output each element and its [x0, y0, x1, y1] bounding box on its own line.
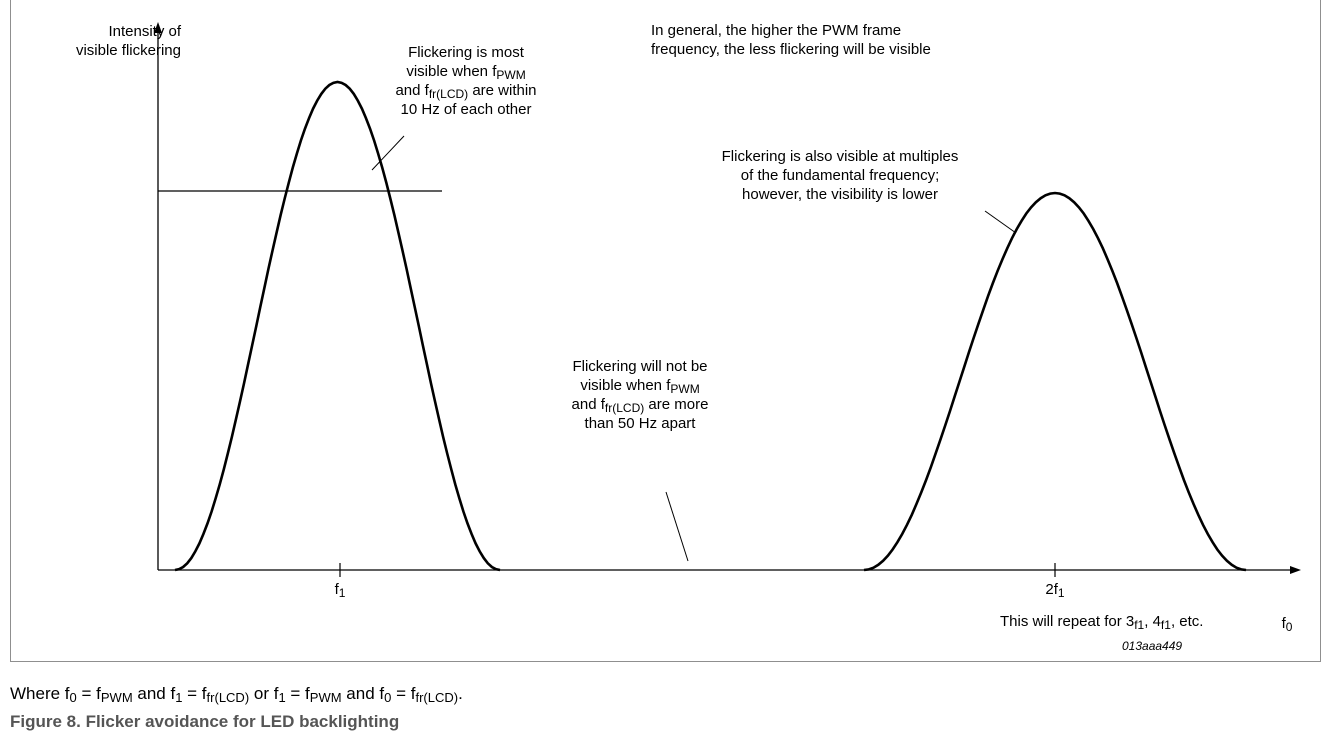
peak-2f1-curve	[863, 191, 1247, 572]
peak1-note: Flickering is most visible when fPWM and…	[395, 44, 537, 118]
leader-peak2	[984, 210, 1017, 234]
peak2-note: Flickering is also visible at multiples …	[721, 148, 959, 203]
figure-caption: Figure 8. Flicker avoidance for LED back…	[10, 712, 400, 731]
tick-label-2f1: 2f1	[1045, 581, 1065, 600]
x-axis-arrow	[1290, 566, 1301, 574]
peak-f1-curve	[174, 80, 501, 572]
figure-frame	[10, 0, 1321, 662]
where-definition: Where f0 = fPWM and f1 = ffr(LCD) or f1 …	[10, 684, 463, 705]
y-axis-label: Intensity of visible flickering	[75, 23, 181, 59]
y-axis-arrow	[154, 22, 162, 33]
leader-peak1	[371, 135, 405, 171]
leader-gap	[665, 491, 689, 562]
repeat-note: This will repeat for 3f1, 4f1, etc.	[1000, 613, 1204, 632]
gap-note: Flickering will not be visible when fPWM…	[571, 358, 709, 432]
x-axis-label: f0	[1281, 615, 1293, 634]
document-id: 013aaa449	[1122, 639, 1183, 653]
tick-label-f1: f1	[334, 581, 346, 600]
flicker-diagram	[154, 22, 1301, 577]
general-note: In general, the higher the PWM frame fre…	[651, 22, 931, 58]
